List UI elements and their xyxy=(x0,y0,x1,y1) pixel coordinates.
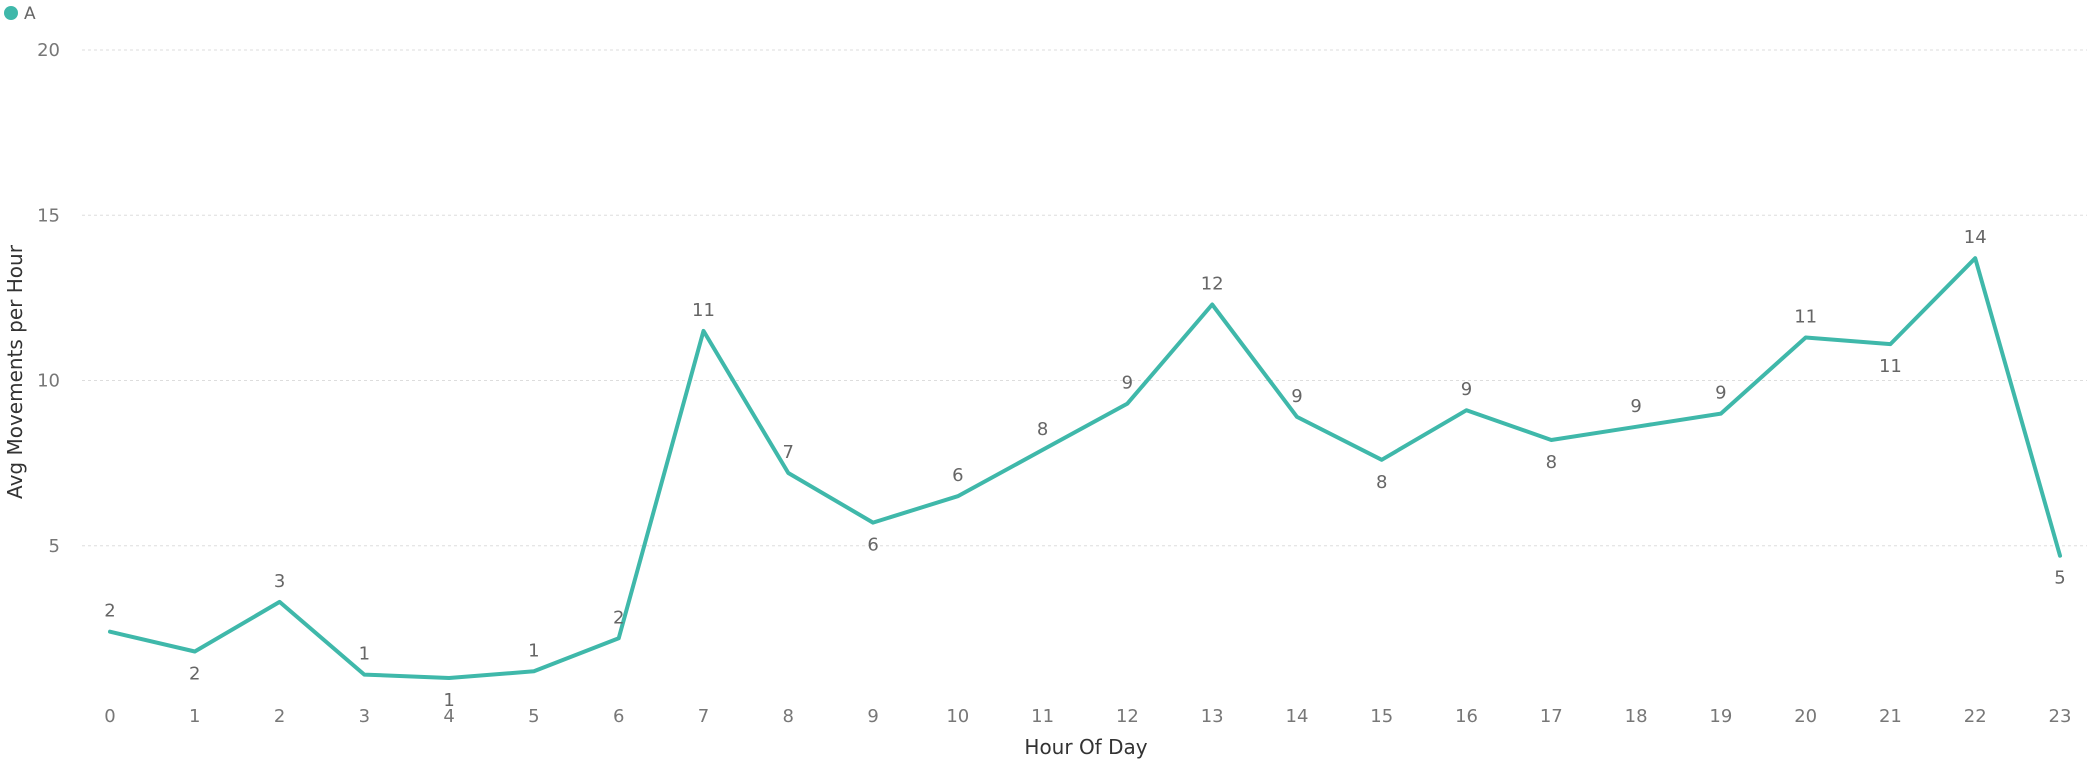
x-tick-label: 4 xyxy=(443,706,454,727)
data-label: 1 xyxy=(359,644,370,665)
data-label: 6 xyxy=(952,465,963,486)
x-tick-label: 23 xyxy=(2049,706,2072,727)
data-label: 14 xyxy=(1964,227,1987,248)
data-label: 5 xyxy=(2054,568,2065,589)
y-tick-label: 15 xyxy=(37,205,60,226)
data-label: 9 xyxy=(1122,373,1133,394)
data-label: 8 xyxy=(1037,419,1048,440)
x-tick-label: 21 xyxy=(1879,706,1902,727)
x-axis-title: Hour Of Day xyxy=(1024,735,1147,759)
x-tick-label: 2 xyxy=(274,706,285,727)
x-tick-label: 11 xyxy=(1031,706,1054,727)
y-axis-ticks: 5 10 15 20 xyxy=(37,40,60,557)
x-tick-label: 20 xyxy=(1794,706,1817,727)
data-label: 11 xyxy=(692,300,715,321)
data-label: 2 xyxy=(189,664,200,685)
data-label: 9 xyxy=(1630,396,1641,417)
data-label: 8 xyxy=(1546,452,1557,473)
x-tick-label: 17 xyxy=(1540,706,1563,727)
y-tick-label: 5 xyxy=(49,536,60,557)
y-axis-title: Avg Movements per Hour xyxy=(3,244,27,499)
data-label: 11 xyxy=(1794,307,1817,328)
x-tick-label: 14 xyxy=(1286,706,1309,727)
x-tick-label: 3 xyxy=(359,706,370,727)
x-tick-label: 15 xyxy=(1370,706,1393,727)
data-label: 3 xyxy=(274,571,285,592)
data-label: 11 xyxy=(1879,356,1902,377)
x-tick-label: 5 xyxy=(528,706,539,727)
data-label: 12 xyxy=(1201,273,1224,294)
data-label: 7 xyxy=(783,442,794,463)
data-label: 9 xyxy=(1291,386,1302,407)
x-tick-label: 8 xyxy=(783,706,794,727)
x-tick-label: 16 xyxy=(1455,706,1478,727)
legend-label-a: A xyxy=(24,4,36,24)
x-tick-label: 6 xyxy=(613,706,624,727)
gridlines xyxy=(82,49,2087,547)
data-label: 9 xyxy=(1461,379,1472,400)
x-tick-label: 7 xyxy=(698,706,709,727)
data-label: 8 xyxy=(1376,472,1387,493)
x-tick-label: 19 xyxy=(1709,706,1732,727)
data-label: 2 xyxy=(104,601,115,622)
series-a-line xyxy=(108,256,2062,680)
data-label: 2 xyxy=(613,607,624,628)
x-tick-label: 9 xyxy=(867,706,878,727)
data-label: 1 xyxy=(528,640,539,661)
y-tick-label: 20 xyxy=(37,40,60,61)
x-tick-label: 12 xyxy=(1116,706,1139,727)
x-tick-label: 10 xyxy=(946,706,969,727)
legend: A xyxy=(4,4,36,24)
legend-marker-a xyxy=(4,6,18,20)
data-label: 9 xyxy=(1715,383,1726,404)
x-tick-label: 22 xyxy=(1964,706,1987,727)
y-tick-label: 10 xyxy=(37,371,60,392)
data-label: 1 xyxy=(443,690,454,711)
data-label: 6 xyxy=(867,535,878,556)
x-tick-label: 1 xyxy=(189,706,200,727)
x-axis-ticks: 0 1 2 3 4 5 6 7 8 9 10 11 12 13 14 15 16 17 18 19 20 21 22 23 xyxy=(104,706,2071,727)
x-tick-label: 0 xyxy=(104,706,115,727)
x-tick-label: 13 xyxy=(1201,706,1224,727)
x-tick-label: 18 xyxy=(1625,706,1648,727)
